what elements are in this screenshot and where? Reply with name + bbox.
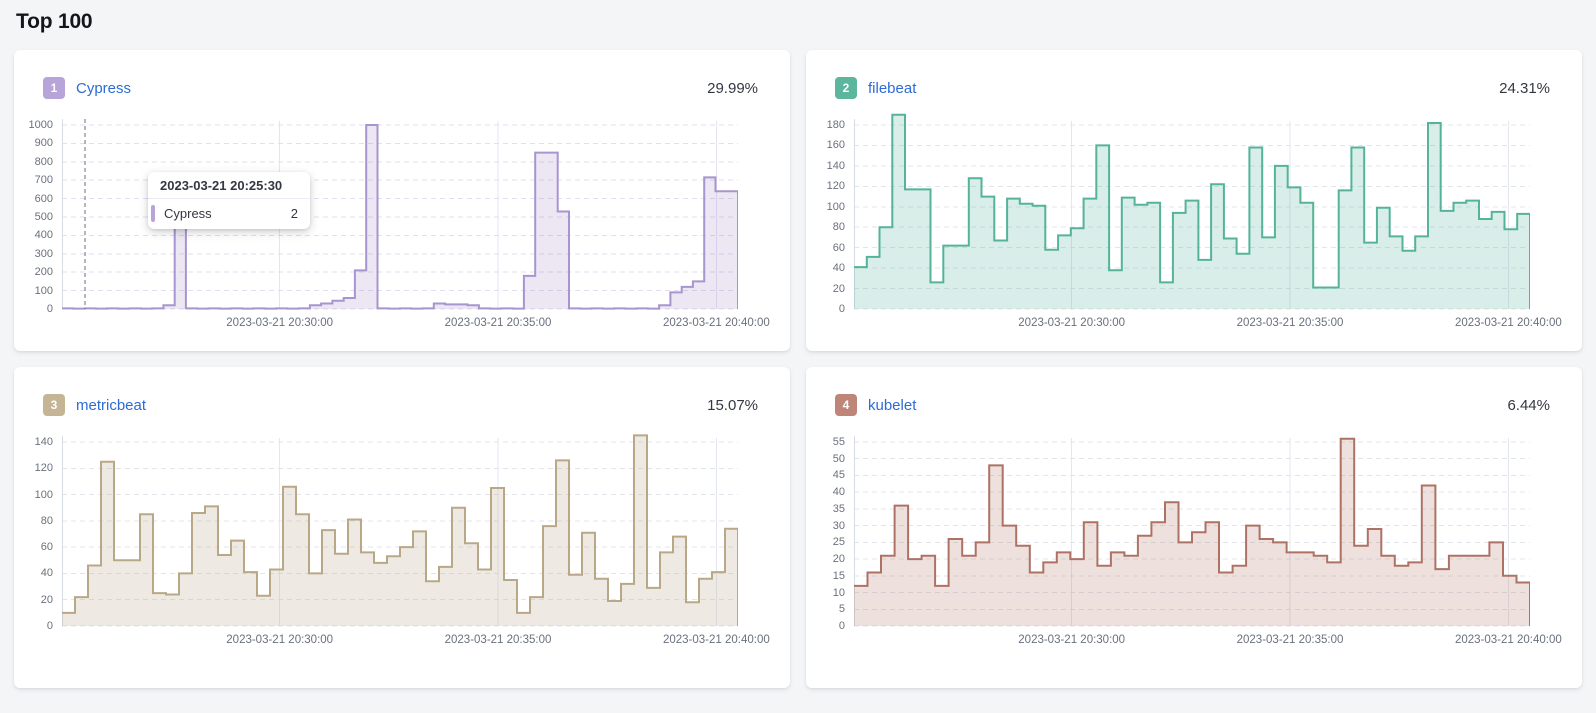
y-axis-label: 15	[832, 569, 845, 582]
chart-tooltip: 2023-03-21 20:25:30 Cypress 2	[148, 172, 310, 229]
x-axis-label: 2023-03-21 20:40:00	[1454, 317, 1562, 329]
y-axis: 0 5 10 15 20 25 30 35 40 45 50 55	[810, 430, 854, 632]
rank-badge: 4	[835, 394, 857, 416]
y-axis-label: 0	[46, 303, 53, 315]
y-axis-label: 40	[832, 486, 845, 499]
y-axis-label: 55	[832, 436, 845, 448]
x-axis-label: 2023-03-21 20:40:00	[662, 634, 770, 646]
y-axis-label: 60	[832, 241, 845, 254]
y-axis-label: 100	[826, 200, 845, 213]
y-axis-label: 140	[34, 436, 53, 448]
rank-badge: 3	[43, 394, 65, 416]
tooltip-series: Cypress	[164, 206, 212, 221]
series-color-marker	[151, 205, 155, 222]
x-axis-label: 2023-03-21 20:30:00	[226, 634, 334, 646]
panel-header: 4 kubelet 6.44%	[806, 367, 1582, 416]
x-axis-label: 2023-03-21 20:30:00	[1018, 634, 1126, 646]
panel-header: 1 Cypress 29.99%	[14, 50, 790, 99]
x-axis-label: 2023-03-21 20:35:00	[444, 634, 552, 646]
chart-panel-kubelet: 4 kubelet 6.44% 0 5 10 15 20 25 30 35 40 45 50 55 20…	[806, 367, 1582, 688]
y-axis-label: 35	[832, 502, 845, 515]
y-axis-label: 1000	[28, 119, 53, 131]
share-value: 29.99%	[707, 79, 758, 97]
y-axis-label: 200	[34, 266, 53, 279]
chart-canvas[interactable]	[854, 430, 1530, 628]
series-link[interactable]: metricbeat	[76, 396, 147, 414]
y-axis-label: 30	[832, 519, 845, 532]
chart-canvas[interactable]	[62, 113, 738, 311]
panels-grid: 1 Cypress 29.99% 0 100 200 300 400 500 600 700 8…	[14, 50, 1582, 688]
y-axis-label: 140	[826, 159, 845, 172]
share-value: 15.07%	[707, 396, 758, 414]
x-axis-label: 2023-03-21 20:35:00	[1236, 634, 1344, 646]
chart-panel-filebeat: 2 filebeat 24.31% 0 20 40 60 80 100 120 140 160 1…	[806, 50, 1582, 351]
share-value: 24.31%	[1499, 79, 1550, 97]
x-axis-label: 2023-03-21 20:40:00	[1454, 634, 1562, 646]
y-axis: 0 20 40 60 80 100 120 140 160 180	[810, 113, 854, 315]
y-axis: 0 20 40 60 80 100 120 140	[18, 430, 62, 632]
panel-header: 3 metricbeat 15.07%	[14, 367, 790, 416]
y-axis-label: 180	[826, 119, 845, 131]
y-axis-label: 25	[832, 536, 845, 549]
y-axis-label: 300	[34, 247, 53, 260]
x-axis-label: 2023-03-21 20:30:00	[226, 317, 334, 329]
x-axis-label: 2023-03-21 20:40:00	[662, 317, 770, 329]
y-axis-label: 45	[832, 469, 845, 482]
x-axis-label: 2023-03-21 20:35:00	[1236, 317, 1344, 329]
area-chart[interactable]: 0 5 10 15 20 25 30 35 40 45 50 55 2023-03-21 20:30:0…	[810, 430, 1582, 658]
y-axis-label: 100	[34, 488, 53, 501]
panel-header: 2 filebeat 24.31%	[806, 50, 1582, 99]
y-axis-label: 20	[40, 593, 53, 606]
y-axis: 0 100 200 300 400 500 600 700 800 900 1000	[18, 113, 62, 315]
chart-canvas[interactable]	[62, 430, 738, 628]
tooltip-time: 2023-03-21 20:25:30	[148, 172, 310, 199]
y-axis-label: 5	[838, 603, 845, 616]
y-axis-label: 80	[40, 514, 53, 527]
tooltip-value: 2	[290, 206, 298, 221]
rank-badge: 1	[43, 77, 65, 99]
rank-badge: 2	[835, 77, 857, 99]
area-chart[interactable]: 0 20 40 60 80 100 120 140 160 180 2023-03-21 20:30…	[810, 113, 1582, 341]
share-value: 6.44%	[1507, 396, 1550, 414]
y-axis-label: 20	[832, 282, 845, 295]
tooltip-row: Cypress 2	[148, 199, 310, 229]
y-axis-label: 800	[34, 155, 53, 168]
y-axis-label: 40	[40, 567, 53, 580]
y-axis-label: 500	[34, 211, 53, 223]
y-axis-label: 0	[838, 620, 845, 632]
y-axis-label: 80	[832, 221, 845, 234]
y-axis-label: 100	[34, 284, 53, 297]
y-axis-label: 900	[34, 137, 53, 150]
chart-canvas[interactable]	[854, 113, 1530, 311]
y-axis-label: 120	[34, 462, 53, 475]
series-link[interactable]: kubelet	[868, 396, 917, 414]
y-axis-label: 50	[832, 452, 845, 465]
y-axis-label: 0	[838, 303, 845, 315]
y-axis-label: 700	[34, 174, 53, 187]
area-chart[interactable]: 0 100 200 300 400 500 600 700 800 900 1000 2023-03-…	[18, 113, 790, 341]
series-link[interactable]: filebeat	[868, 79, 917, 97]
x-axis-label: 2023-03-21 20:30:00	[1018, 317, 1126, 329]
page-title: Top 100	[16, 10, 93, 33]
x-axis-label: 2023-03-21 20:35:00	[444, 317, 552, 329]
area-chart[interactable]: 0 20 40 60 80 100 120 140 2023-03-21 20:30:00 202…	[18, 430, 790, 658]
y-axis-label: 10	[832, 586, 845, 599]
y-axis-label: 400	[34, 229, 53, 242]
y-axis-label: 600	[34, 192, 53, 205]
y-axis-label: 120	[826, 180, 845, 193]
y-axis-label: 60	[40, 541, 53, 554]
chart-panel-cypress: 1 Cypress 29.99% 0 100 200 300 400 500 600 700 8…	[14, 50, 790, 351]
series-link[interactable]: Cypress	[76, 79, 132, 97]
y-axis-label: 0	[46, 620, 53, 632]
y-axis-label: 40	[832, 262, 845, 275]
y-axis-label: 160	[826, 139, 845, 152]
y-axis-label: 20	[832, 553, 845, 566]
chart-panel-metricbeat: 3 metricbeat 15.07% 0 20 40 60 80 100 120 140 20…	[14, 367, 790, 688]
